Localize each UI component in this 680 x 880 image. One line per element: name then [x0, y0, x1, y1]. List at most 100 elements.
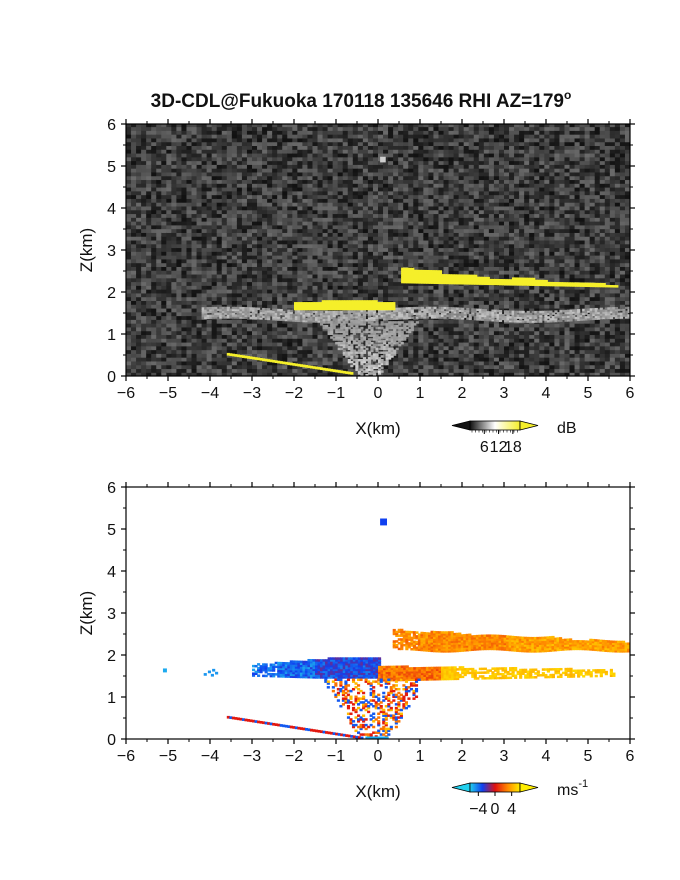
noise-cell	[141, 277, 147, 283]
noise-cell	[287, 228, 293, 233]
noise-cell	[362, 221, 369, 226]
noise-cell	[438, 353, 445, 358]
noise-cell	[161, 160, 167, 165]
noise-cell	[181, 156, 188, 162]
noise-cell	[388, 292, 394, 298]
noise-cell	[423, 130, 429, 135]
noise-cell	[453, 141, 460, 147]
noise-cell	[438, 330, 445, 336]
noise-cell	[292, 330, 298, 336]
noise-cell	[226, 262, 233, 267]
noise-cell	[398, 209, 404, 215]
noise-cell	[367, 145, 374, 150]
noise-cell	[146, 258, 152, 264]
noise-cell	[357, 262, 364, 267]
noise-cell	[403, 221, 409, 226]
noise-cell	[211, 323, 218, 328]
noise-cell	[126, 202, 132, 207]
noise-cell	[388, 202, 394, 207]
noise-cell	[186, 311, 193, 317]
noise-cell	[236, 179, 243, 184]
noise-cell	[458, 360, 465, 366]
noise-cell	[196, 300, 203, 305]
noise-cell	[141, 134, 147, 139]
noise-cell	[257, 152, 263, 158]
noise-cell	[211, 345, 218, 351]
noise-cell	[151, 289, 157, 294]
noise-cell	[231, 330, 238, 336]
noise-cell	[226, 236, 233, 241]
noise-cell	[458, 296, 465, 301]
noise-cell	[267, 213, 273, 218]
noise-cell	[342, 171, 349, 177]
noise-cell	[166, 319, 172, 324]
noise-cell	[347, 273, 354, 279]
noise-cell	[176, 285, 183, 290]
noise-cell	[236, 273, 243, 279]
noise-cell	[146, 221, 152, 226]
noise-cell	[146, 124, 152, 128]
noise-cell	[337, 353, 344, 358]
noise-cell	[393, 124, 399, 128]
noise-cell	[262, 217, 268, 222]
noise-cell	[433, 175, 440, 181]
noise-cell	[403, 243, 409, 249]
noise-cell	[297, 209, 303, 215]
noise-cell	[478, 360, 485, 366]
noise-cell	[307, 217, 314, 222]
noise-cell	[216, 160, 223, 165]
noise-cell	[317, 187, 324, 192]
noise-cell	[357, 239, 364, 245]
noise-cell	[342, 289, 349, 294]
noise-cell	[252, 239, 258, 245]
noise-cell	[226, 194, 233, 199]
noise-cell	[438, 304, 445, 309]
noise-cell	[367, 183, 374, 188]
noise-cell	[221, 213, 228, 218]
noise-cell	[362, 149, 369, 154]
noise-cell	[166, 368, 172, 373]
noise-cell	[246, 292, 253, 298]
noise-cell	[332, 160, 339, 165]
noise-cell	[136, 304, 142, 309]
noise-cell	[211, 364, 218, 370]
noise-cell	[257, 353, 263, 358]
noise-cell	[478, 251, 485, 256]
noise-cell	[302, 187, 309, 192]
noise-cell	[277, 330, 283, 336]
noise-cell	[413, 179, 419, 184]
noise-cell	[433, 353, 440, 358]
noise-cell	[438, 171, 445, 177]
noise-cell	[428, 228, 435, 233]
noise-cell	[428, 221, 435, 226]
noise-cell	[206, 228, 213, 233]
noise-cell	[347, 266, 354, 271]
noise-cell	[342, 124, 349, 128]
noise-cell	[403, 345, 409, 351]
noise-cell	[483, 353, 490, 358]
noise-cell	[433, 330, 440, 336]
noise-cell	[236, 277, 243, 283]
noise-cell	[372, 213, 379, 218]
noise-cell	[146, 360, 152, 366]
noise-cell	[161, 202, 167, 207]
noise-cell	[428, 198, 435, 203]
noise-cell	[196, 323, 203, 328]
noise-cell	[126, 311, 132, 317]
noise-cell	[327, 247, 334, 252]
noise-cell	[166, 152, 172, 158]
noise-cell	[347, 141, 354, 147]
noise-cell	[131, 315, 137, 320]
noise-cell	[347, 232, 354, 237]
noise-cell	[468, 345, 475, 351]
noise-cell	[191, 330, 198, 336]
noise-cell	[488, 202, 495, 207]
noise-cell	[216, 236, 223, 241]
noise-cell	[418, 330, 424, 336]
noise-cell	[216, 255, 223, 260]
noise-cell	[317, 130, 324, 135]
noise-cell	[287, 349, 293, 354]
noise-cell	[272, 202, 278, 207]
noise-cell	[156, 130, 162, 135]
noise-cell	[216, 194, 223, 199]
